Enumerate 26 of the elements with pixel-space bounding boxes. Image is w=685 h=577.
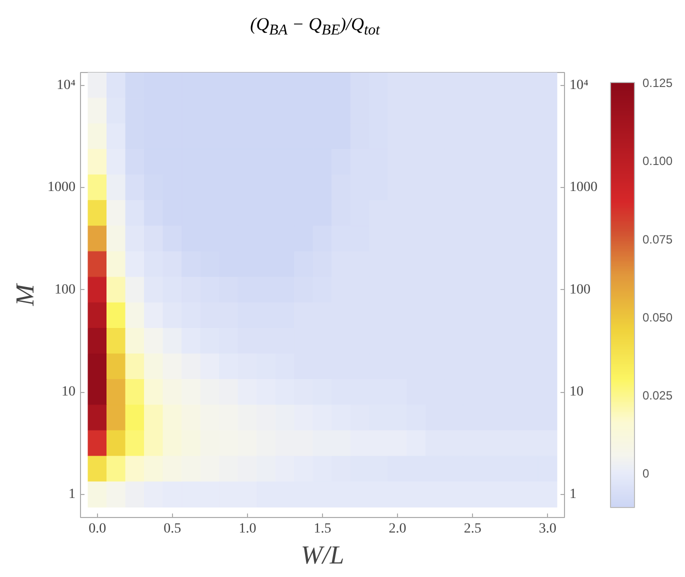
x-tick-label: 3.0	[538, 522, 556, 536]
x-tick-label: 2.5	[464, 522, 482, 536]
color-bar-label: 0.050	[642, 310, 673, 324]
y2-tick-label: 100	[570, 282, 590, 298]
x-tick-label: 2.0	[388, 522, 406, 536]
y-axis-title: M	[10, 282, 40, 307]
color-bar-label: 0.075	[642, 232, 673, 246]
y2-tick-label: 1	[570, 486, 576, 502]
x-axis-title: W/L	[300, 540, 344, 570]
y-tick-label: 1	[68, 486, 76, 502]
y-tick-label: 1000	[48, 180, 76, 196]
x-tick-label: 1.5	[314, 522, 332, 536]
color-bar-label: 0	[642, 466, 650, 481]
color-bar-label: 0.125	[642, 76, 673, 90]
x-tick-label: 0.5	[164, 522, 182, 536]
x-tick-label: 1.0	[238, 522, 256, 536]
x-tick-label: 0.0	[88, 522, 106, 536]
y2-tick-label: 10⁴	[570, 78, 588, 93]
y-tick-label: 100	[54, 282, 76, 298]
color-bar-label: 0.100	[642, 154, 673, 168]
color-bar-label: 0.025	[642, 388, 673, 402]
y-tick-label: 10	[62, 384, 76, 400]
y-tick-label: 10⁴	[56, 78, 76, 93]
chart-title: (Q$_{BA}$ − Q$_{BE}$)/Q$_{tot}$	[250, 13, 380, 41]
y2-tick-label: 1000	[570, 180, 598, 196]
y2-tick-label: 10	[570, 384, 584, 400]
